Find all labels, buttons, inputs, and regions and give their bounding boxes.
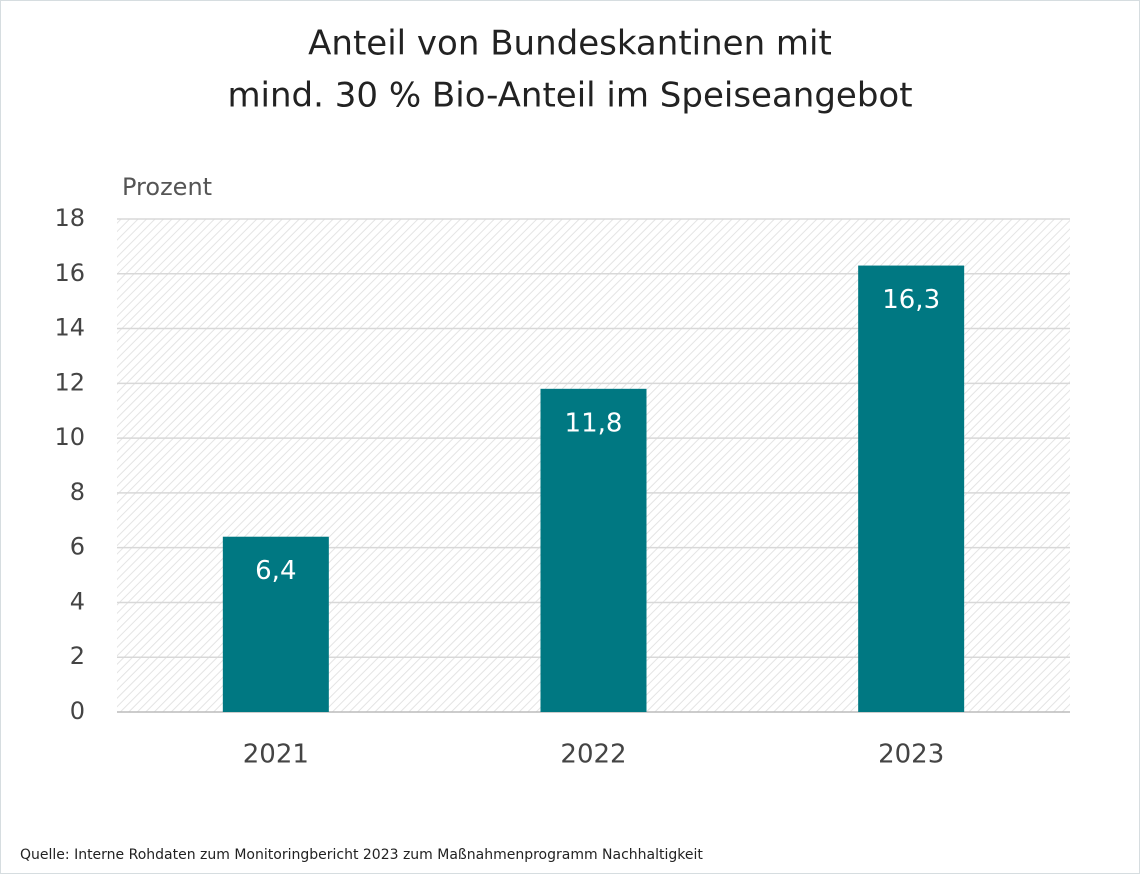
y-tick-label: 18	[54, 204, 85, 232]
x-tick-label: 2023	[878, 740, 944, 770]
bar	[222, 536, 329, 712]
y-tick-label: 14	[54, 314, 85, 342]
bar	[540, 388, 647, 712]
value-label: 11,8	[565, 408, 623, 438]
y-tick-label: 8	[70, 478, 85, 506]
bar	[858, 265, 965, 712]
y-tick-label: 4	[70, 587, 85, 615]
value-label: 6,4	[255, 556, 296, 586]
y-tick-label: 0	[70, 697, 85, 725]
y-tick-label: 12	[54, 368, 85, 396]
x-tick-label: 2021	[243, 740, 309, 770]
chart-title: mind. 30 % Bio-Anteil im Speiseangebot	[227, 76, 912, 116]
chart-title: Anteil von Bundeskantinen mit	[308, 24, 832, 64]
y-axis-label: Prozent	[122, 173, 212, 201]
x-tick-label: 2022	[560, 740, 626, 770]
y-tick-label: 16	[54, 259, 85, 287]
value-label: 16,3	[882, 285, 940, 315]
y-tick-label: 2	[70, 642, 85, 670]
source-note: Quelle: Interne Rohdaten zum Monitoringb…	[20, 847, 703, 863]
y-tick-label: 6	[70, 533, 85, 561]
y-tick-label: 10	[54, 423, 85, 451]
